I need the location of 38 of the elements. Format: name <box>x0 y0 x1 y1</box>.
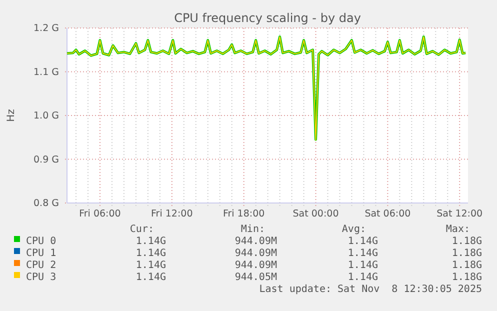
text: 944.05M <box>234 272 277 283</box>
text: Cur: <box>130 224 154 235</box>
text: 944.09M <box>234 236 277 247</box>
text: 1.14G <box>348 248 378 259</box>
y-tick-label: 1.2 G <box>34 23 59 34</box>
text: 1.14G <box>348 236 378 247</box>
text: 1.14G <box>136 248 166 259</box>
text: 1.14G <box>136 272 166 283</box>
x-tick-label: Sat 12:00 <box>436 208 483 220</box>
y-axis-title: Hz <box>6 109 17 122</box>
x-tick-label: Sat 00:00 <box>292 208 339 220</box>
text: 1.18G <box>452 236 482 247</box>
text: 1.18G <box>452 248 482 259</box>
legend-label: CPU 2 <box>26 260 56 271</box>
legend-label: CPU 3 <box>26 272 56 283</box>
text: 1.14G <box>136 236 166 247</box>
legend-label: CPU 0 <box>26 236 56 247</box>
x-tick-label: Fri 18:00 <box>222 208 265 220</box>
text: Min: <box>240 224 265 235</box>
x-tick-label: Sat 06:00 <box>364 208 411 220</box>
y-tick-label: 1.0 G <box>34 110 59 122</box>
text: 944.09M <box>234 260 277 271</box>
y-tick-label: 0.8 G <box>34 198 59 210</box>
x-tick-label: Fri 12:00 <box>151 208 193 220</box>
legend-label: CPU 1 <box>26 248 56 259</box>
text: Avg: <box>342 224 366 235</box>
text: 1.18G <box>452 272 482 283</box>
chart-title: CPU frequency scaling - by day <box>174 11 361 25</box>
text: 1.14G <box>136 260 166 271</box>
y-tick-label: 1.1 G <box>34 66 59 78</box>
x-tick-label: Fri 06:00 <box>79 208 121 220</box>
text: Last update: Sat Nov 8 12:30:05 2025 <box>259 284 482 295</box>
text: 1.18G <box>452 260 482 271</box>
text: 944.09M <box>234 248 277 259</box>
text: 1.14G <box>348 272 378 283</box>
text: Max: <box>446 224 470 235</box>
text: 1.14G <box>348 260 378 271</box>
y-tick-label: 0.9 G <box>34 154 59 166</box>
